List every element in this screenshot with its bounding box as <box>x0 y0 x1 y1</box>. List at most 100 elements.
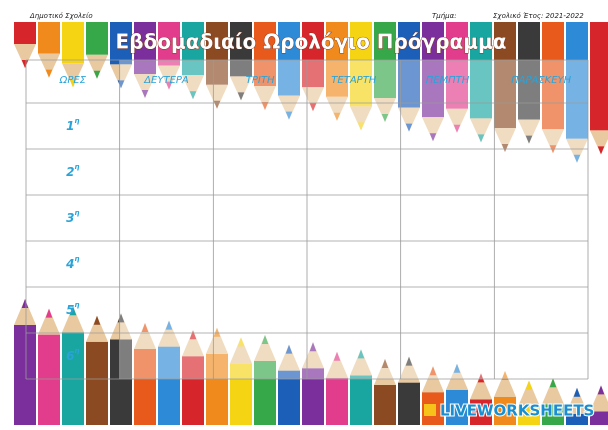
pencil-lead <box>141 323 149 332</box>
pencil-body <box>230 22 252 77</box>
pencil-lead <box>429 366 437 376</box>
cell <box>213 241 307 287</box>
pencil-body <box>566 413 588 425</box>
pencil-body <box>158 346 180 425</box>
pencil-lead <box>381 359 389 368</box>
pencil-body <box>206 22 228 85</box>
pencil-lead <box>453 124 461 133</box>
cell <box>494 60 588 103</box>
pencil-lead <box>405 356 413 366</box>
pencil-body <box>494 22 516 128</box>
row-label: 5η <box>66 301 79 317</box>
row-label: 2η <box>66 163 79 179</box>
pencil-wood <box>62 63 84 88</box>
pencil-wood <box>518 380 540 407</box>
pencil-body <box>302 368 324 425</box>
pencil-lead <box>429 133 437 142</box>
pencil-body <box>350 22 372 107</box>
pencil-lead <box>261 335 269 344</box>
column-header: ΠΑΡΑΣΚΕΥΗ <box>511 75 572 86</box>
pencil-wood <box>470 373 492 400</box>
pencil-wood <box>182 75 204 100</box>
pencil-lead <box>237 92 245 101</box>
pencil-body <box>374 385 396 425</box>
pencil-body <box>518 22 540 120</box>
row-suffix: η <box>75 209 80 217</box>
cell <box>307 241 401 287</box>
row-number: 4 <box>65 257 74 271</box>
row-number: 3 <box>66 211 74 225</box>
pencil-body <box>326 22 348 97</box>
pencil-body <box>62 22 84 64</box>
pencil-body <box>422 22 444 118</box>
cell <box>307 60 401 103</box>
pencil-wood <box>302 342 324 369</box>
row-number: 6 <box>66 349 74 363</box>
pencil-lead <box>405 123 413 132</box>
pencil-lead <box>165 320 173 330</box>
pencil-lead <box>525 135 533 144</box>
pencil-lead <box>357 349 365 359</box>
pencil-body <box>38 22 60 54</box>
pencil-body <box>566 22 588 139</box>
cell <box>119 195 214 241</box>
pencil-wood <box>446 363 468 390</box>
pencil-body <box>350 375 372 425</box>
column-header: ΔΕΥΤΕΡΑ <box>143 75 189 86</box>
cell <box>494 333 588 379</box>
pencil-lead <box>165 81 173 90</box>
pencil-lead <box>333 112 341 121</box>
cell <box>213 103 307 149</box>
school-year: Σχολικό Έτος: 2021-2022 <box>493 12 584 20</box>
cell <box>213 195 307 241</box>
pencil-lead <box>309 103 317 112</box>
title: Εβδομαδιαίο Ωρολόγιο Πρόγραμμα <box>116 30 507 54</box>
pencil-body <box>86 22 108 55</box>
pencil-wood <box>494 128 516 152</box>
cell <box>494 195 588 241</box>
pencil-wood <box>302 87 324 112</box>
row-label: 1η <box>66 117 79 133</box>
timetable: ΩΡΕΣ ΔΕΥΤΕΡΑ ΤΡΙΤΗ ΤΕΤΑΡΤΗ ΠΕΜΠΤΗ ΠΑΡΑΣΚΕΥΗ1η… <box>25 59 589 380</box>
row-suffix: η <box>75 255 80 263</box>
cell <box>400 60 495 103</box>
pencil-wood <box>566 138 588 163</box>
pencil-wood <box>374 359 396 385</box>
pencil-wood <box>230 337 252 364</box>
pencil-body <box>470 399 492 425</box>
pencil-wood <box>590 385 608 412</box>
pencil-body <box>182 22 204 76</box>
cell <box>307 333 401 379</box>
cell <box>213 333 307 379</box>
pencil-wood <box>14 299 36 325</box>
pencil-wood <box>590 130 608 155</box>
pencil-lead <box>285 111 293 120</box>
pencil-body <box>518 406 540 425</box>
pencil-lead <box>45 308 53 318</box>
pencil-wood <box>518 119 540 144</box>
pencil-wood <box>134 323 156 349</box>
pencil-body <box>398 22 420 108</box>
cell <box>119 287 214 333</box>
pencil-wood <box>542 378 564 405</box>
cell <box>119 103 214 149</box>
pencil-lead <box>597 385 605 395</box>
pencil-lead <box>213 327 221 337</box>
row-number: 1 <box>66 119 74 133</box>
pencil-wood <box>398 107 420 132</box>
pencil-lead <box>333 351 341 361</box>
logo-text: LIVEWORKSHEETS <box>440 402 594 420</box>
pencil-body <box>326 377 348 425</box>
cell <box>213 60 307 103</box>
pencil-lead <box>501 371 509 380</box>
cell <box>119 241 214 287</box>
pencil-lead <box>189 330 197 340</box>
cell <box>400 103 495 149</box>
pencil-body <box>134 22 156 74</box>
pencil-body <box>590 411 608 425</box>
pencil-lead <box>45 69 53 78</box>
pencil-wood <box>446 108 468 133</box>
pencil-wood <box>230 76 252 101</box>
cell <box>307 287 401 333</box>
